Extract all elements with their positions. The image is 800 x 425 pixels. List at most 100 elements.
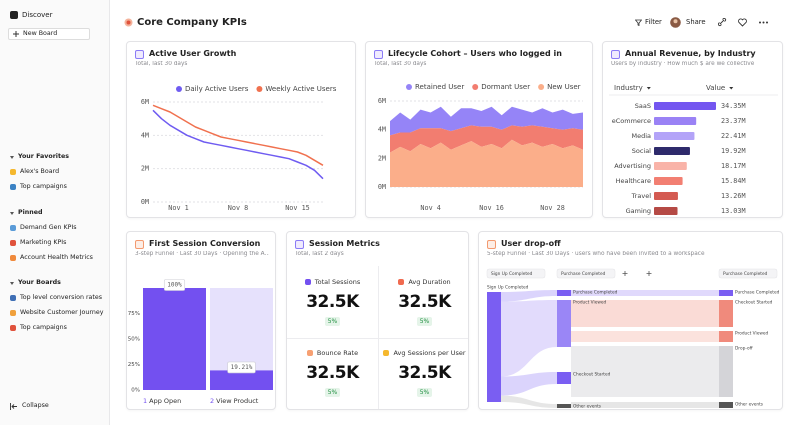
legend-swatch: [256, 86, 263, 92]
section-header[interactable]: Your Favorites: [10, 152, 69, 162]
card-title: Lifecycle Cohort – Users who logged in: [388, 49, 562, 58]
flow: [571, 300, 719, 327]
sidebar-item[interactable]: Top campaigns: [10, 182, 67, 192]
value-label-box: [227, 361, 256, 374]
card-subtitle: Total, last 30 days: [374, 61, 427, 67]
sidebar-item[interactable]: Top campaigns: [10, 323, 67, 333]
section-header[interactable]: Pinned: [10, 208, 43, 218]
caret-icon: [10, 155, 14, 159]
value-label: 13.26M: [721, 192, 746, 200]
metric-cell: Total Sessions 32.5K 5%: [287, 268, 378, 338]
flow: [501, 372, 557, 396]
bar: [654, 147, 690, 155]
item-icon: [10, 325, 16, 331]
x-tick-label: 2 View Product: [210, 397, 259, 405]
node-label: Checkout Started: [735, 300, 773, 306]
node-label: Other events: [735, 402, 764, 408]
metric-value: 32.5K: [398, 363, 451, 383]
chart-card: Industry Value SaaS 34.35M eCommerce 23.37M Me…: [602, 41, 783, 218]
card-title: Active User Growth: [149, 49, 237, 58]
dropdown-caret: [646, 87, 651, 90]
metric-label-row: Bounce Rate: [306, 349, 358, 357]
node: [557, 404, 571, 408]
x-tick-label: Nov 16: [479, 204, 504, 212]
item-icon: [10, 255, 16, 261]
x-tick-label: Nov 4: [420, 204, 440, 212]
divider: [378, 266, 379, 409]
item-label: Top campaigns: [20, 183, 67, 190]
funnel-chart: 0% 25% 50% 75% 100% 1 App Open 19.21% 2 View Prod…: [128, 279, 273, 405]
chart-card: 0% 25% 50% 75% 100% 1 App Open 19.21% 2 View Prod…: [126, 231, 276, 410]
node-label: Other events: [573, 404, 602, 410]
add-step-icon[interactable]: [622, 271, 628, 276]
more-icon[interactable]: [759, 21, 768, 24]
metric-swatch: [306, 350, 313, 356]
item-label: Demand Gen KPIs: [20, 224, 77, 231]
legend-label: Dormant User: [481, 83, 530, 91]
filter-label: Filter: [645, 18, 662, 26]
metric-swatch: [398, 279, 405, 285]
card-icon: [487, 240, 496, 249]
legend-label: New User: [547, 83, 581, 91]
metric-value: 32.5K: [306, 363, 359, 383]
item-label: Top level conversion rates: [20, 294, 103, 301]
metric-swatch: [304, 279, 311, 285]
add-step-icon[interactable]: [646, 271, 652, 276]
card-icon: [611, 50, 620, 59]
bar: [654, 162, 687, 170]
node: [719, 290, 733, 296]
series-area: [390, 139, 583, 187]
share-button[interactable]: Share: [670, 16, 706, 28]
discover-icon: [10, 11, 18, 19]
y-tick-label: 0M: [378, 183, 386, 191]
column-header: Sign Up Completed: [491, 271, 533, 277]
item-icon: [10, 184, 16, 190]
sidebar-item[interactable]: Account Health Metrics: [10, 253, 93, 263]
value-label: 34.35M: [721, 102, 746, 110]
metric-change: 5%: [324, 317, 341, 326]
metric-cell: Avg Sessions per User 32.5K 5%: [379, 339, 468, 409]
collapse-icon: [10, 402, 17, 410]
value-label-box: [163, 279, 186, 291]
collapse-button[interactable]: Collapse: [10, 401, 49, 411]
row-label: Healthcare: [616, 177, 651, 185]
discover-link[interactable]: Discover: [10, 10, 52, 20]
change-label: 5%: [419, 318, 430, 325]
y-tick-label: 6M: [378, 97, 386, 105]
change-label: 5%: [327, 389, 338, 396]
legend-label: Daily Active Users: [185, 85, 249, 93]
node: [557, 300, 571, 347]
card-icon: [295, 240, 304, 249]
caret-icon: [10, 281, 14, 285]
new-board-button[interactable]: New Board: [8, 28, 90, 40]
legend-swatch: [406, 84, 412, 90]
sidebar-item[interactable]: Demand Gen KPIs: [10, 223, 77, 233]
sidebar-item[interactable]: Top level conversion rates: [10, 293, 102, 303]
row-label: Travel: [631, 192, 652, 200]
sidebar-item[interactable]: Website Customer Journey: [10, 308, 103, 318]
bar: [654, 192, 678, 200]
node-label: Drop-off: [735, 346, 754, 352]
column-header: Industry: [614, 84, 643, 92]
flow: [571, 346, 719, 397]
sidebar-item[interactable]: Alex's Board: [10, 167, 59, 177]
item-icon: [10, 225, 16, 231]
node-label: Sign Up Completed: [487, 285, 529, 291]
node: [557, 372, 571, 384]
x-tick-label: 1 App Open: [143, 397, 181, 405]
sidebar-item[interactable]: Marketing KPIs: [10, 238, 66, 248]
link-icon[interactable]: [718, 18, 727, 27]
metric-label: Avg Sessions per User: [393, 349, 466, 357]
value-label: 19.21%: [231, 364, 253, 371]
card-subtitle: 5-step Funnel · Last 30 Days · users who…: [487, 251, 705, 257]
item-icon: [10, 240, 16, 246]
sankey-chart: Sign Up Completed Sign Up Completed Purcha…: [486, 268, 780, 410]
x-tick-label: Nov 28: [540, 204, 565, 212]
board-icon: [124, 18, 133, 27]
section-header[interactable]: Your Boards: [10, 278, 61, 288]
avatar: [670, 16, 681, 28]
node-label: Purchase Completed: [735, 290, 780, 296]
plus-icon: [13, 31, 19, 37]
filter-button[interactable]: Filter: [635, 17, 662, 27]
favorite-icon[interactable]: [738, 18, 747, 27]
